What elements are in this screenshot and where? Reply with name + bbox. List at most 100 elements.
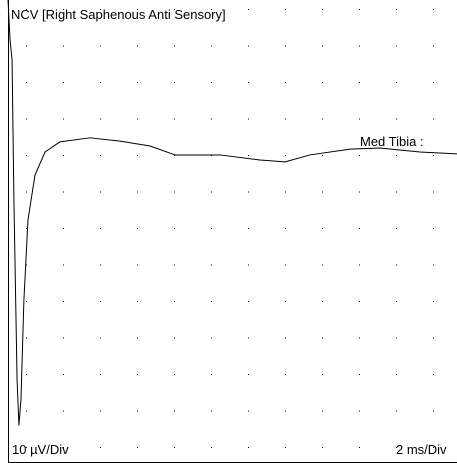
grid-dot: [285, 118, 286, 120]
grid-dot: [396, 9, 397, 10]
grid-dot: [433, 45, 434, 47]
grid-dot: [322, 447, 323, 448]
grid-dot: [26, 301, 27, 302]
grid-dot: [396, 264, 397, 266]
grid-dot: [285, 45, 286, 47]
grid-dot: [248, 264, 249, 266]
grid-dot: [211, 301, 212, 302]
grid-dot: [359, 410, 360, 412]
grid-dot: [63, 301, 64, 302]
grid-dot: [174, 447, 175, 448]
grid-dot: [211, 410, 212, 412]
grid-dot: [63, 264, 64, 266]
grid-dot: [100, 82, 101, 83]
grid-dot: [359, 45, 360, 47]
grid-dot: [322, 337, 323, 339]
grid-dot: [248, 82, 249, 83]
grid-dot: [137, 410, 138, 412]
grid-dot: [26, 9, 27, 10]
grid-dot: [359, 9, 360, 10]
waveform: [7, 0, 457, 426]
grid-dot: [100, 447, 101, 448]
grid-dot: [26, 191, 27, 193]
grid-dot: [174, 45, 175, 47]
grid-dot: [174, 264, 175, 266]
y-axis-label: 10 µV/Div: [12, 442, 69, 457]
grid-dot: [174, 410, 175, 412]
grid-dot: [433, 410, 434, 412]
grid-dot: [137, 337, 138, 339]
grid-dot: [359, 337, 360, 339]
grid-dot: [285, 82, 286, 83]
grid-dot: [137, 447, 138, 448]
grid-dot: [248, 337, 249, 339]
grid-dot: [396, 374, 397, 375]
grid-dot: [396, 410, 397, 412]
grid-dot: [359, 155, 360, 156]
grid-dot: [137, 155, 138, 156]
grid-dot: [174, 337, 175, 339]
grid-dot: [137, 228, 138, 229]
grid-dot: [100, 45, 101, 47]
grid-dot: [174, 118, 175, 120]
grid-dot: [396, 447, 397, 448]
grid-dot: [359, 228, 360, 229]
grid-dot: [248, 447, 249, 448]
grid-dot: [174, 374, 175, 375]
grid-dot: [322, 191, 323, 193]
grid-dot: [359, 82, 360, 83]
x-axis-label: 2 ms/Div: [396, 442, 447, 457]
grid-dot: [322, 82, 323, 83]
grid-dot: [137, 45, 138, 47]
grid-dot: [26, 337, 27, 339]
grid-dot: [396, 155, 397, 156]
grid-dot: [396, 301, 397, 302]
grid-dot: [174, 9, 175, 10]
grid-dot: [433, 118, 434, 120]
grid-dot: [100, 118, 101, 120]
grid-dot: [248, 410, 249, 412]
grid-dot: [285, 9, 286, 10]
chart-title: NCV [Right Saphenous Anti Sensory]: [11, 7, 226, 22]
grid-dot: [359, 118, 360, 120]
grid-dot: [248, 9, 249, 10]
grid-dot: [211, 337, 212, 339]
grid-dot: [285, 155, 286, 156]
grid-dot: [322, 45, 323, 47]
grid-dot: [322, 374, 323, 375]
grid-dot: [63, 337, 64, 339]
grid-dot: [211, 228, 212, 229]
grid-dot: [26, 155, 27, 156]
grid-dot: [174, 82, 175, 83]
grid-dot: [359, 374, 360, 375]
grid-dot: [248, 155, 249, 156]
grid-dot: [433, 191, 434, 193]
grid-dot: [100, 374, 101, 375]
grid-dot: [322, 264, 323, 266]
grid-dot: [137, 118, 138, 120]
grid-dot: [248, 301, 249, 302]
grid-dot: [433, 337, 434, 339]
grid-dot: [359, 301, 360, 302]
grid-dot: [174, 155, 175, 156]
grid-dot: [211, 9, 212, 10]
grid-dot: [63, 374, 64, 375]
grid-dot: [248, 374, 249, 375]
grid-dot: [211, 118, 212, 120]
grid-dot: [285, 447, 286, 448]
grid-dot: [174, 301, 175, 302]
grid-dot: [100, 228, 101, 229]
grid-dot: [433, 82, 434, 83]
grid-dot: [433, 447, 434, 448]
grid-dot: [100, 155, 101, 156]
grid-dot: [26, 410, 27, 412]
grid-dot: [63, 118, 64, 120]
grid-dot: [100, 410, 101, 412]
grid-dot: [137, 191, 138, 193]
grid-dot: [63, 9, 64, 10]
grid-dot: [322, 410, 323, 412]
grid-dot: [285, 191, 286, 193]
grid-dot: [100, 9, 101, 10]
